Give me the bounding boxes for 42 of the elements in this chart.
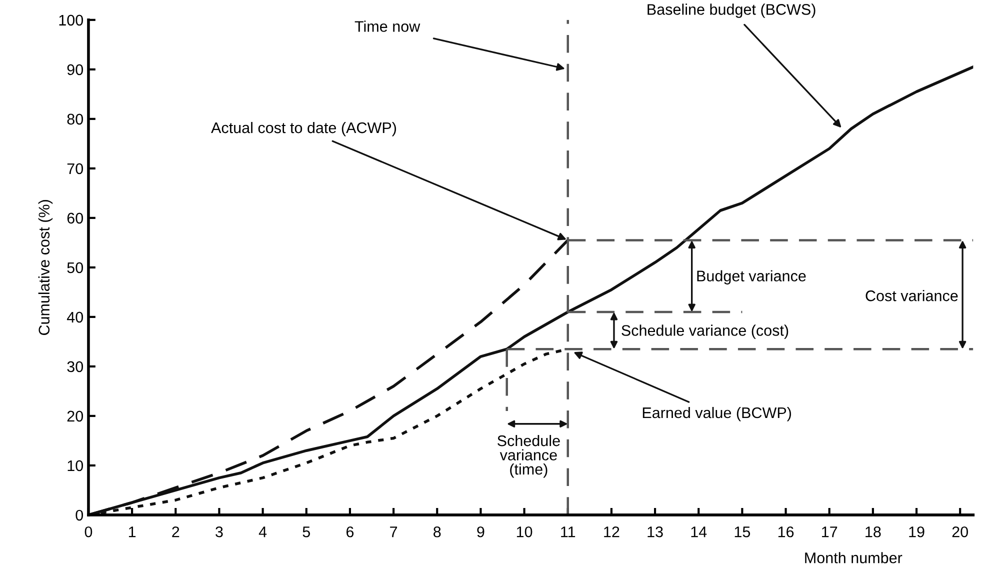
annotation: Earned value (BCWP)	[642, 406, 792, 422]
x-axis-title: Month number	[805, 552, 902, 564]
annotation: Actual cost to date (ACWP)	[211, 122, 396, 136]
y-tick-label: 20	[67, 410, 84, 422]
annotation: Cost variance	[866, 290, 958, 302]
x-tick-label: 7	[390, 526, 398, 538]
y-axis-title: Cumulative cost (%)	[38, 200, 53, 335]
x-tick-label: 10	[516, 526, 532, 538]
x-tick-label: 13	[648, 526, 663, 538]
annotation: Schedule variance (cost)	[622, 324, 788, 339]
annotation: Budget variance	[697, 270, 806, 284]
y-tick-label: 90	[67, 64, 84, 76]
x-tick-label: 12	[604, 526, 620, 538]
x-tick-label: 20	[952, 526, 968, 538]
y-tick-label: 40	[66, 312, 84, 323]
x-tick-label: 15	[734, 526, 750, 538]
x-tick-label: 1	[128, 526, 136, 538]
ref-line-label: Time now	[354, 20, 420, 32]
y-tick-label: 0	[76, 510, 84, 521]
y-tick-label: 100	[59, 14, 84, 26]
x-tick-label: 0	[84, 526, 92, 538]
y-tick-label: 30	[67, 361, 84, 372]
x-tick-label: 3	[216, 526, 223, 538]
y-tick-label: 80	[67, 114, 84, 125]
y-tick-label: 10	[68, 460, 84, 472]
x-tick-label: 19	[909, 526, 924, 538]
x-tick-label: 2	[172, 526, 180, 538]
x-tick-label: 17	[822, 526, 838, 538]
x-tick-label: 18	[866, 526, 881, 538]
x-tick-label: 11	[561, 526, 576, 538]
y-tick-label: 60	[67, 212, 84, 224]
x-tick-label: 6	[346, 526, 354, 538]
x-tick-label: 8	[434, 526, 441, 538]
annotation: Schedule variance (time)	[498, 434, 560, 478]
x-tick-label: 5	[302, 526, 310, 538]
x-tick-label: 4	[258, 526, 267, 538]
x-tick-label: 14	[691, 526, 707, 538]
x-tick-label: 16	[778, 526, 794, 538]
y-tick-label: 50	[67, 262, 84, 274]
annotation: Baseline budget (BCWS)	[648, 4, 816, 18]
y-tick-label: 70	[67, 163, 84, 174]
x-tick-label: 9	[477, 526, 484, 538]
